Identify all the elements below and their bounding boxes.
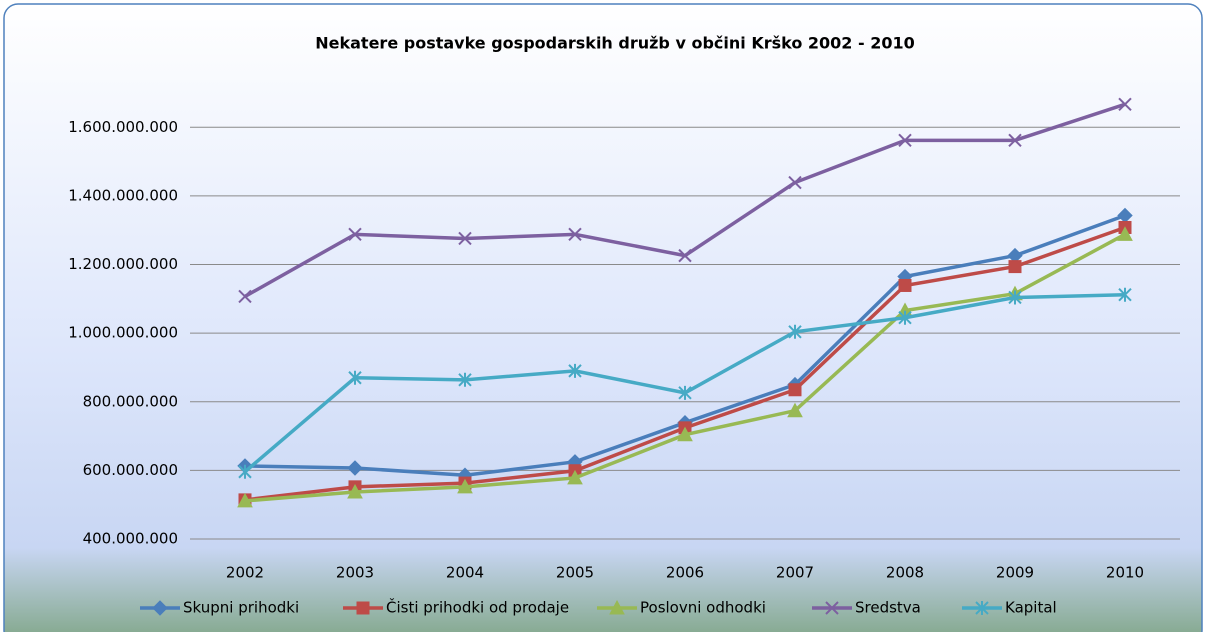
legend-label: Skupni prihodki xyxy=(183,599,299,617)
y-tick-label: 1.200.000.000 xyxy=(68,255,178,273)
marker xyxy=(898,278,912,292)
marker xyxy=(788,175,802,190)
marker xyxy=(568,227,582,242)
y-tick-label: 1.600.000.000 xyxy=(68,118,178,136)
marker xyxy=(152,600,168,616)
marker xyxy=(348,227,362,242)
x-tick-label: 2010 xyxy=(1106,564,1144,582)
marker xyxy=(238,289,252,304)
legend-label: Sredstva xyxy=(855,599,921,617)
y-tick-label: 600.000.000 xyxy=(83,461,178,479)
legend-label: Čisti prihodki od prodaje xyxy=(386,598,569,617)
y-tick-label: 400.000.000 xyxy=(83,530,178,548)
x-tick-label: 2003 xyxy=(336,564,374,582)
chart-title: Nekatere postavke gospodarskih družb v o… xyxy=(315,34,915,53)
marker xyxy=(678,248,692,263)
marker xyxy=(825,601,839,615)
marker xyxy=(975,601,989,615)
marker xyxy=(567,469,583,485)
marker xyxy=(678,385,692,400)
y-tick-label: 800.000.000 xyxy=(83,392,178,410)
chart-background xyxy=(3,3,1203,636)
marker xyxy=(1008,290,1022,305)
y-tick-label: 1.400.000.000 xyxy=(68,186,178,204)
marker xyxy=(457,478,473,494)
marker xyxy=(788,383,802,397)
marker xyxy=(1118,287,1132,302)
marker xyxy=(237,492,253,508)
marker xyxy=(788,324,802,339)
marker xyxy=(348,370,362,385)
x-tick-label: 2006 xyxy=(666,564,704,582)
marker xyxy=(898,133,912,148)
marker xyxy=(347,483,363,499)
marker xyxy=(1008,260,1022,274)
marker xyxy=(1008,133,1022,148)
y-tick-label: 1.000.000.000 xyxy=(68,324,178,342)
x-tick-label: 2009 xyxy=(996,564,1034,582)
x-tick-label: 2002 xyxy=(226,564,264,582)
marker xyxy=(238,464,252,479)
marker xyxy=(609,599,625,615)
legend-label: Poslovni odhodki xyxy=(640,599,766,617)
marker xyxy=(677,426,693,442)
x-tick-label: 2005 xyxy=(556,564,594,582)
marker xyxy=(1117,226,1133,241)
marker xyxy=(347,460,363,476)
x-tick-label: 2008 xyxy=(886,564,924,582)
x-tick-label: 2007 xyxy=(776,564,814,582)
legend-label: Kapital xyxy=(1005,599,1057,617)
marker xyxy=(356,601,370,615)
marker xyxy=(568,363,582,378)
marker xyxy=(458,231,472,246)
x-tick-label: 2004 xyxy=(446,564,484,582)
marker xyxy=(458,372,472,387)
marker xyxy=(898,310,912,325)
marker xyxy=(787,402,803,418)
marker xyxy=(1118,97,1132,112)
